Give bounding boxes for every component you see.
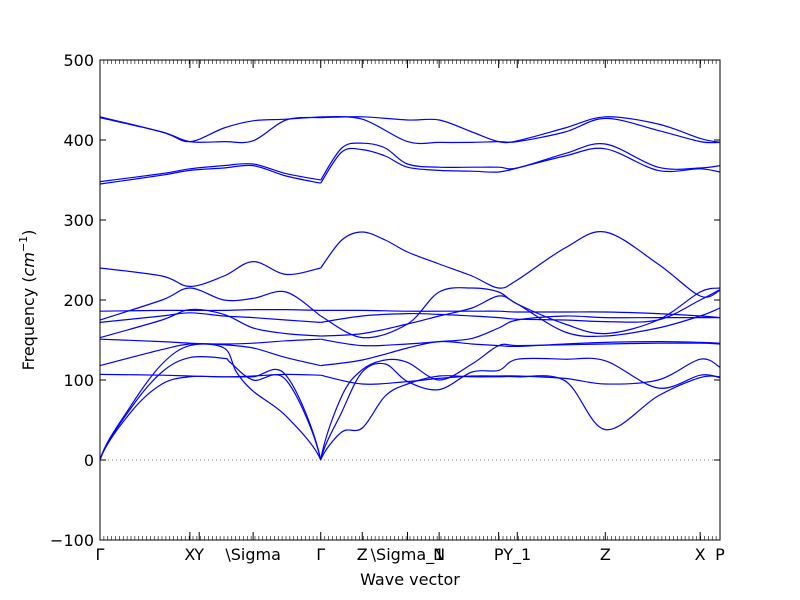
x-tick-label: \Sigma_1 [371,545,445,565]
y-axis-title-unit-close: ) [19,230,38,236]
x-tick-label: P [715,545,725,564]
band-line-24 [320,309,720,319]
x-tick-label: Y_1 [502,545,531,565]
x-tick-label: \Sigma [225,545,281,564]
y-axis-title-unit-exponent: −1 [17,236,30,252]
x-tick-label: P [494,545,504,564]
band-line-2 [100,356,322,461]
x-axis-title: Wave vector [360,570,460,589]
band-line-19 [320,358,720,385]
band-line-25 [320,287,720,339]
x-tick-label: Y [193,545,204,564]
band-line-18 [320,342,720,461]
band-line-15 [100,116,321,143]
band-line-13 [100,164,321,185]
x-tick-label: Z [600,545,611,564]
band-line-3 [100,343,322,461]
band-line-12 [100,162,321,183]
y-tick-label: 500 [63,51,94,70]
band-line-6 [100,338,321,345]
y-tick-label: 200 [63,291,94,310]
band-line-26 [320,230,720,298]
x-tick-layer: Γ XY \Sigma Γ Z \Sigma_1N P Y_1 Z X P [96,60,725,565]
y-tick-label: −100 [50,531,94,550]
y-axis-title-unit-open: ( [19,276,38,287]
band-line-23 [320,289,720,323]
y-tick-label: 0 [84,451,94,470]
band-line-8 [100,312,321,323]
x-tick-label: Γ [96,545,105,564]
band-line-9 [100,308,321,312]
band-line-28 [320,147,720,184]
series-layer [100,116,720,461]
x-tick-label: Γ [316,545,325,564]
y-axis-title: Frequency (cm−1) [17,230,38,371]
x-tick-label: X [184,545,195,564]
y-tick-label: 300 [63,211,94,230]
y-tick-label: 100 [63,371,94,390]
band-line-11 [100,287,322,321]
band-line-10 [100,260,321,287]
x-tick-label: X [695,545,706,564]
x-tick-label: Z [357,545,368,564]
y-tick-label: 400 [63,131,94,150]
band-line-17 [320,357,720,461]
x-tick-label: N [433,545,445,564]
y-axis-title-unit: cm [19,252,38,276]
y-tick-layer: −100 0 100 200 300 400 500 [50,51,720,550]
band-line-5 [100,343,321,367]
plot-frame [99,59,721,541]
band-line-30 [320,116,720,145]
band-line-7 [100,308,321,339]
band-line-16 [320,375,720,461]
band-line-27 [320,142,720,181]
band-line-20 [320,340,720,367]
y-axis-title-text: Frequency [19,288,38,371]
band-line-4 [100,373,321,378]
